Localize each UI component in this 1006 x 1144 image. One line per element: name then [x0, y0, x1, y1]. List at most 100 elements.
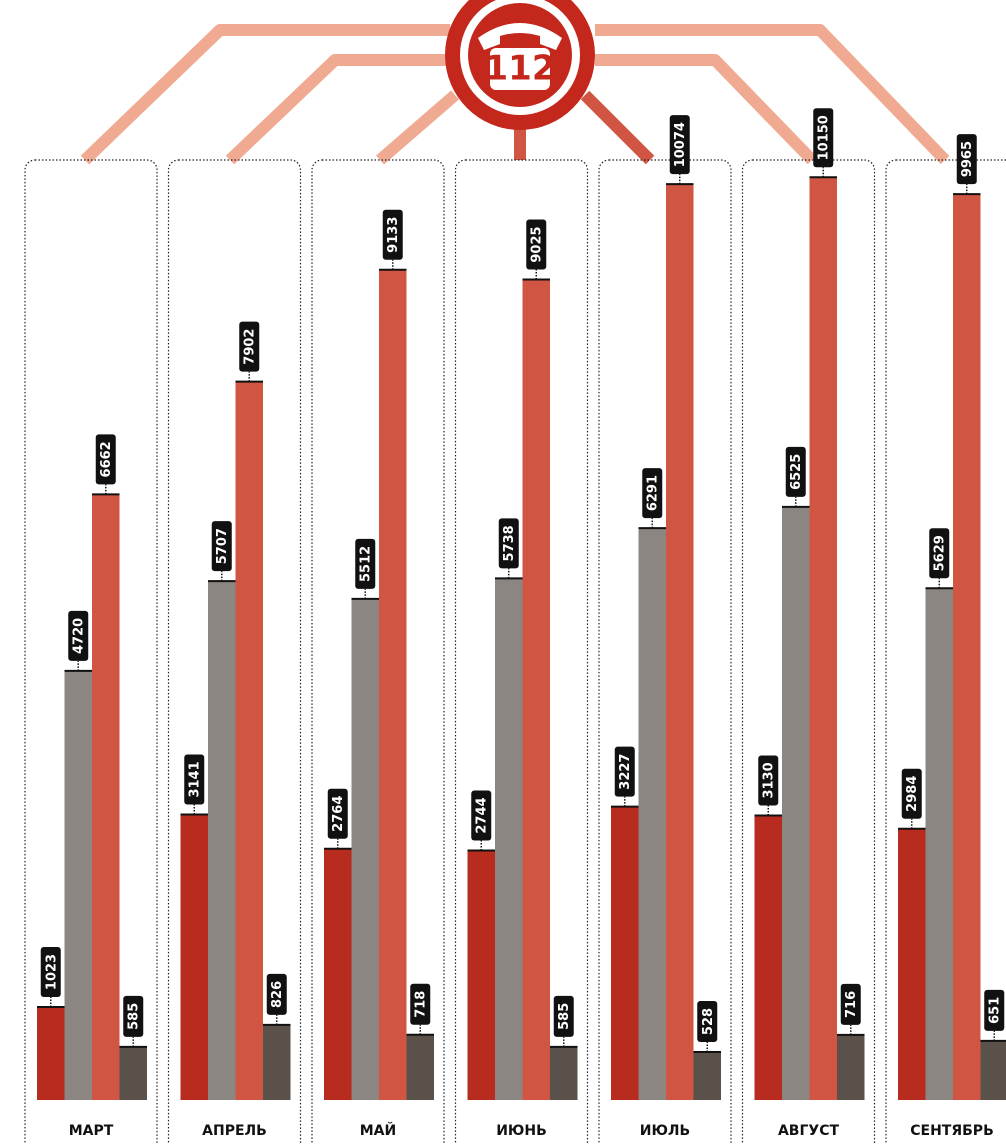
label-box [211, 521, 232, 572]
bar [925, 588, 953, 1100]
bar [953, 194, 981, 1100]
bar [782, 506, 810, 1100]
label-box [382, 209, 403, 260]
label-box [355, 538, 376, 589]
label-box [813, 108, 834, 168]
bar [467, 850, 495, 1100]
label-box [840, 983, 861, 1025]
bar [379, 269, 407, 1100]
bar [837, 1034, 865, 1100]
data-label: 3141 [188, 761, 203, 797]
bar [180, 814, 208, 1100]
x-tick-label: ИЮЛЬ [640, 1123, 690, 1139]
panel [885, 159, 1006, 1144]
data-label: 9965 [960, 141, 975, 177]
bar [263, 1024, 291, 1100]
label-box [984, 989, 1005, 1031]
data-label: 10074 [673, 122, 688, 167]
data-label: 2764 [331, 796, 346, 832]
label-box [642, 468, 663, 519]
data-label: 5512 [359, 546, 374, 582]
label-box [697, 1001, 718, 1042]
data-label: 716 [844, 991, 859, 1018]
label-box [956, 134, 977, 185]
label-box [471, 790, 492, 841]
bar [64, 670, 92, 1100]
x-tick-label: АПРЕЛЬ [202, 1123, 267, 1139]
bar [37, 1007, 65, 1100]
label-box [785, 446, 806, 497]
label-box [68, 610, 89, 661]
panel [598, 159, 732, 1144]
data-label: 2744 [475, 797, 490, 833]
data-label: 6525 [789, 454, 804, 490]
label-box [614, 746, 635, 797]
data-label: 585 [127, 1003, 142, 1030]
data-label: 3227 [618, 754, 633, 790]
bar [666, 184, 694, 1100]
data-label: 5629 [933, 535, 948, 571]
label-box [266, 973, 287, 1015]
data-label: 7902 [243, 329, 258, 365]
bar [898, 828, 926, 1100]
connectors [80, 24, 950, 165]
label-box [410, 983, 431, 1025]
bar [754, 815, 782, 1100]
bar [522, 279, 550, 1101]
data-label: 4720 [72, 618, 87, 654]
data-label: 585 [557, 1003, 572, 1030]
panel [741, 159, 876, 1144]
data-label: 718 [414, 991, 429, 1018]
data-label: 10150 [817, 115, 832, 160]
panel [311, 159, 445, 1144]
panel [167, 159, 302, 1144]
x-tick-label: МАРТ [69, 1123, 114, 1139]
badge-label: 112 [485, 49, 556, 89]
label-box [123, 995, 144, 1037]
badge: 112 [445, 0, 595, 130]
label-box [929, 528, 950, 579]
bar [550, 1046, 578, 1100]
bar [406, 1034, 434, 1100]
data-label: 3130 [762, 762, 777, 798]
label-box [95, 434, 116, 485]
data-label: 6662 [99, 441, 114, 477]
bar [235, 381, 263, 1100]
bar [351, 598, 379, 1100]
bar [809, 177, 837, 1101]
data-label: 1023 [44, 954, 59, 990]
data-label: 5738 [502, 525, 517, 561]
bar [324, 848, 352, 1100]
data-label: 9025 [530, 226, 545, 262]
data-label: 5707 [215, 528, 230, 564]
bar [208, 581, 236, 1100]
bar [119, 1046, 147, 1100]
x-tick-label: АВГУСТ [778, 1123, 839, 1139]
bar [495, 578, 523, 1100]
data-label: 528 [701, 1008, 716, 1035]
label-box [327, 788, 348, 839]
label-box [526, 219, 547, 270]
data-label: 651 [988, 997, 1003, 1024]
bar [92, 494, 120, 1100]
label-box [184, 754, 205, 805]
bar [980, 1040, 1006, 1100]
label-box [239, 321, 260, 372]
data-label: 826 [270, 981, 285, 1008]
bar [638, 528, 666, 1100]
x-tick-label: СЕНТЯБРЬ [910, 1123, 994, 1139]
label-box [758, 755, 779, 806]
panel [24, 159, 158, 1144]
label-box [40, 947, 61, 997]
panel [454, 159, 589, 1144]
x-tick-label: МАЙ [360, 1122, 396, 1139]
data-label: 2984 [905, 776, 920, 812]
bar [693, 1052, 721, 1100]
label-box [901, 768, 922, 819]
data-label: 9133 [386, 217, 401, 253]
x-tick-label: ИЮНЬ [496, 1123, 547, 1139]
label-box [553, 995, 574, 1037]
bar [611, 806, 639, 1100]
